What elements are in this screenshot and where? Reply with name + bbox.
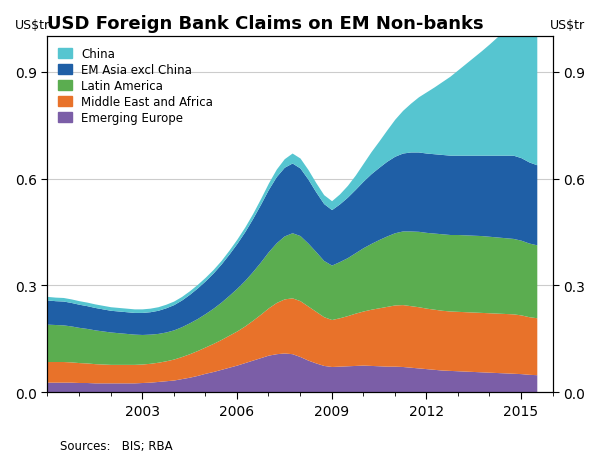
Text: US$tr: US$tr [550,19,586,32]
Legend: China, EM Asia excl China, Latin America, Middle East and Africa, Emerging Europ: China, EM Asia excl China, Latin America… [58,48,213,124]
Text: USD Foreign Bank Claims on EM Non-banks: USD Foreign Bank Claims on EM Non-banks [47,15,484,33]
Text: US$tr: US$tr [14,19,50,32]
Text: Sources:   BIS; RBA: Sources: BIS; RBA [60,439,173,451]
